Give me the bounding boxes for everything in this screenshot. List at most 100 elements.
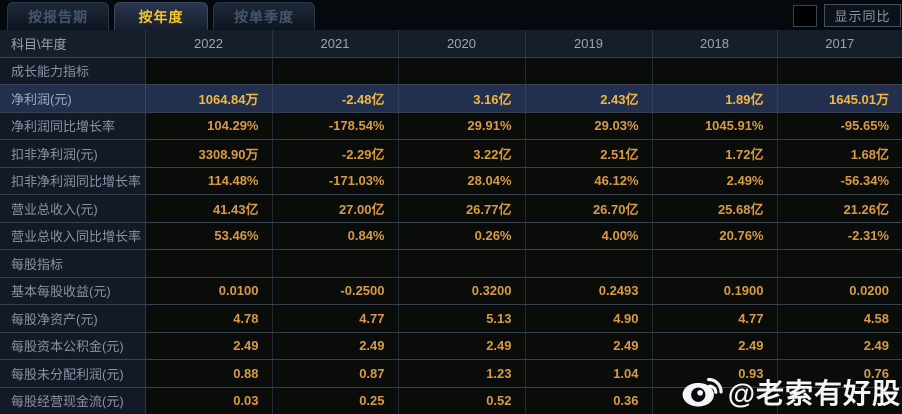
year-column-2020: 2020 <box>398 30 526 58</box>
year-column-2022: 2022 <box>145 30 273 58</box>
cell-value: 27.00亿 <box>272 194 399 223</box>
cell-value: 20.76% <box>652 222 778 250</box>
year-column-2019: 2019 <box>525 30 653 58</box>
cell-value: 2.49 <box>398 332 526 360</box>
table-header-row: 科目\年度 2022 2021 2020 2019 2018 2017 <box>0 30 902 58</box>
row-label: 扣非净利润(元) <box>0 139 146 168</box>
cell-value: 2.49 <box>777 332 902 360</box>
cell-value: 0.03 <box>145 387 273 414</box>
show-yoy-checkbox[interactable] <box>793 4 817 27</box>
cell-value: 0.76 <box>777 359 902 388</box>
table-row: 每股未分配利润(元) 0.88 0.87 1.23 1.04 0.93 0.76 <box>0 359 902 388</box>
cell-value: 0.25 <box>272 387 399 414</box>
table-row: 营业总收入同比增长率 53.46% 0.84% 0.26% 4.00% 20.76% -2.… <box>0 222 902 250</box>
cell-value: 5.13 <box>398 304 526 333</box>
corner-header: 科目\年度 <box>0 30 146 58</box>
cell-value: 0.26% <box>398 222 526 250</box>
cell-value: 21.26亿 <box>777 194 902 223</box>
cell-value: 2.49 <box>652 332 778 360</box>
cell-value: 46.12% <box>525 167 653 195</box>
row-label: 扣非净利润同比增长率 <box>0 167 146 195</box>
cell-value: 2.49 <box>145 332 273 360</box>
cell-value: 0.3200 <box>398 277 526 305</box>
table-row: 基本每股收益(元) 0.0100 -0.2500 0.3200 0.2493 0.1900… <box>0 277 902 305</box>
tab-bar-tabs: 按报告期 按年度 按单季度 <box>0 2 315 30</box>
cell-value: -95.65% <box>777 112 902 140</box>
cell-value: 114.48% <box>145 167 273 195</box>
cell-value: -0.2500 <box>272 277 399 305</box>
cell-value <box>145 249 273 278</box>
cell-value <box>272 57 399 85</box>
cell-value: 26.77亿 <box>398 194 526 223</box>
cell-value: 1.72亿 <box>652 139 778 168</box>
cell-value <box>652 57 778 85</box>
tab-bar-right-controls: 显示同比 <box>793 4 902 30</box>
cell-value <box>145 57 273 85</box>
year-column-2017: 2017 <box>777 30 902 58</box>
cell-value: 26.70亿 <box>525 194 653 223</box>
table-row: 净利润(元) 1064.84万 -2.48亿 3.16亿 2.43亿 1.89亿 1645.… <box>0 84 902 113</box>
cell-value <box>777 249 902 278</box>
cell-value: 3308.90万 <box>145 139 273 168</box>
cell-value: 29.03% <box>525 112 653 140</box>
cell-value <box>652 249 778 278</box>
cell-value: 2.49 <box>525 332 653 360</box>
cell-value: 0.0200 <box>777 277 902 305</box>
cell-value: 0.84% <box>272 222 399 250</box>
tab-2-active[interactable]: 按年度 <box>114 2 208 30</box>
cell-value: 2.43亿 <box>525 84 653 113</box>
cell-value: 3.16亿 <box>398 84 526 113</box>
row-label: 每股净资产(元) <box>0 304 146 333</box>
row-label: 每股指标 <box>0 249 146 278</box>
cell-value: 28.04% <box>398 167 526 195</box>
table-row: 扣非净利润同比增长率 114.48% -171.03% 28.04% 46.12% 2.4… <box>0 167 902 195</box>
cell-value: 25.68亿 <box>652 194 778 223</box>
row-label: 营业总收入(元) <box>0 194 146 223</box>
cell-value: 0.0100 <box>145 277 273 305</box>
cell-value: -2.29亿 <box>272 139 399 168</box>
cell-value: 0.88 <box>145 359 273 388</box>
cell-value <box>525 57 653 85</box>
year-column-2018: 2018 <box>652 30 778 58</box>
cell-value: 2.49 <box>272 332 399 360</box>
cell-value: 29.91% <box>398 112 526 140</box>
cell-value: 4.00% <box>525 222 653 250</box>
cell-value: -2.48亿 <box>272 84 399 113</box>
cell-value: 0.36 <box>525 387 653 414</box>
row-label: 净利润同比增长率 <box>0 112 146 140</box>
row-label: 净利润(元) <box>0 84 146 113</box>
cell-value: 1.23 <box>398 359 526 388</box>
cell-value: -171.03% <box>272 167 399 195</box>
cell-value: 0.1900 <box>652 277 778 305</box>
cell-value: 4.90 <box>525 304 653 333</box>
cell-value: 1.89亿 <box>652 84 778 113</box>
section-row: 成长能力指标 <box>0 57 902 85</box>
table-row: 每股资本公积金(元) 2.49 2.49 2.49 2.49 2.49 2.49 <box>0 332 902 360</box>
row-label: 每股资本公积金(元) <box>0 332 146 360</box>
cell-value: -2.31% <box>777 222 902 250</box>
cell-value: 0.93 <box>652 359 778 388</box>
tab-bar: 按报告期 按年度 按单季度 显示同比 <box>0 0 902 30</box>
tab-3[interactable]: 按单季度 <box>213 2 315 30</box>
cell-value: 4.77 <box>272 304 399 333</box>
show-yoy-button[interactable]: 显示同比 <box>824 4 901 27</box>
cell-value: 2.49% <box>652 167 778 195</box>
row-label: 每股经营现金流(元) <box>0 387 146 414</box>
cell-value <box>777 57 902 85</box>
cell-value <box>777 387 902 414</box>
cell-value: 1.68亿 <box>777 139 902 168</box>
cell-value: 3.22亿 <box>398 139 526 168</box>
cell-value: 1064.84万 <box>145 84 273 113</box>
cell-value: 0.52 <box>398 387 526 414</box>
cell-value: 4.58 <box>777 304 902 333</box>
cell-value: 0.2493 <box>525 277 653 305</box>
cell-value <box>272 249 399 278</box>
cell-value: 0.87 <box>272 359 399 388</box>
financials-table: 科目\年度 2022 2021 2020 2019 2018 2017 成长能力指标 净利润… <box>0 30 902 414</box>
cell-value: 4.77 <box>652 304 778 333</box>
section-row: 每股指标 <box>0 249 902 278</box>
tab-1[interactable]: 按报告期 <box>7 2 109 30</box>
table-row: 每股经营现金流(元) 0.03 0.25 0.52 0.36 <box>0 387 902 414</box>
table-row: 每股净资产(元) 4.78 4.77 5.13 4.90 4.77 4.58 <box>0 304 902 333</box>
